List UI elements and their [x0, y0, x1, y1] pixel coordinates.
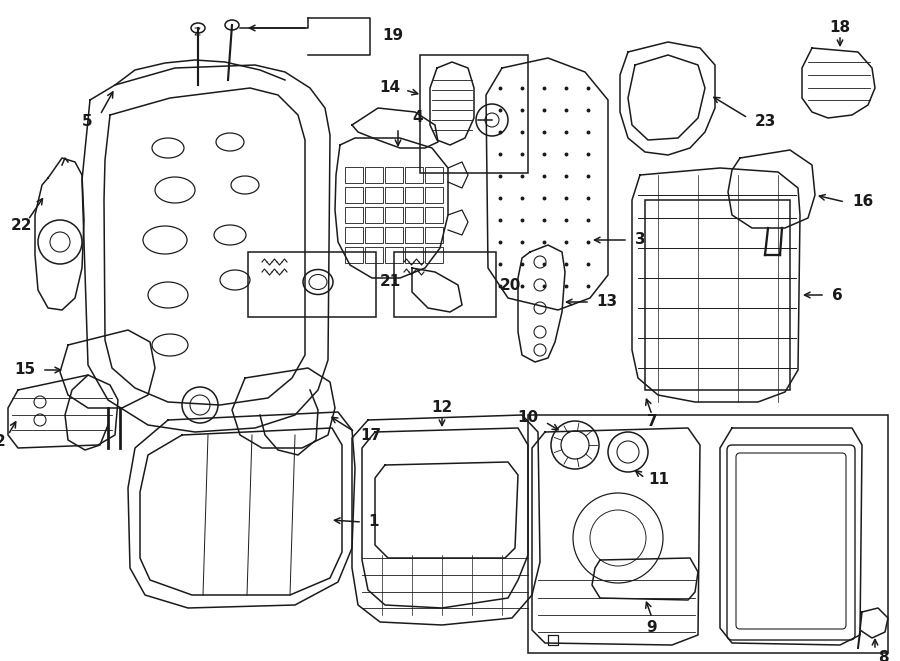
- Bar: [528, 415, 888, 653]
- Text: 16: 16: [852, 194, 873, 210]
- Bar: [405, 167, 423, 183]
- Bar: [385, 167, 403, 183]
- Text: 1: 1: [368, 514, 379, 529]
- Bar: [425, 207, 443, 223]
- Bar: [385, 247, 403, 263]
- Bar: [405, 227, 423, 243]
- Bar: [248, 252, 376, 317]
- Bar: [365, 247, 383, 263]
- Bar: [345, 187, 363, 203]
- Bar: [425, 167, 443, 183]
- Text: 6: 6: [832, 288, 842, 303]
- Bar: [405, 187, 423, 203]
- Text: 14: 14: [379, 81, 400, 95]
- Text: 7: 7: [647, 414, 657, 430]
- Bar: [420, 55, 528, 173]
- Bar: [385, 207, 403, 223]
- Bar: [365, 207, 383, 223]
- Text: 19: 19: [382, 28, 403, 42]
- Text: 10: 10: [517, 410, 538, 426]
- Bar: [345, 207, 363, 223]
- Text: 20: 20: [500, 278, 521, 293]
- Text: 21: 21: [380, 274, 401, 290]
- Bar: [405, 207, 423, 223]
- Bar: [345, 227, 363, 243]
- Bar: [385, 187, 403, 203]
- Text: 13: 13: [596, 295, 617, 309]
- Text: 22: 22: [11, 217, 32, 233]
- Text: 8: 8: [878, 650, 888, 661]
- Bar: [425, 247, 443, 263]
- Text: 15: 15: [14, 362, 35, 377]
- Bar: [645, 200, 790, 390]
- Bar: [425, 187, 443, 203]
- Text: 18: 18: [830, 20, 850, 36]
- Text: 9: 9: [647, 621, 657, 635]
- Text: 5: 5: [81, 114, 92, 130]
- Text: 3: 3: [635, 233, 645, 247]
- Bar: [345, 167, 363, 183]
- Bar: [425, 227, 443, 243]
- Bar: [405, 247, 423, 263]
- Bar: [394, 252, 496, 317]
- Text: 17: 17: [360, 428, 381, 442]
- Text: 23: 23: [755, 114, 777, 130]
- Bar: [345, 247, 363, 263]
- Bar: [365, 227, 383, 243]
- Text: 11: 11: [648, 473, 669, 488]
- Bar: [365, 187, 383, 203]
- Text: 12: 12: [431, 401, 453, 416]
- Bar: [385, 227, 403, 243]
- Text: 2: 2: [0, 434, 5, 449]
- Text: 4: 4: [412, 110, 423, 126]
- Bar: [365, 167, 383, 183]
